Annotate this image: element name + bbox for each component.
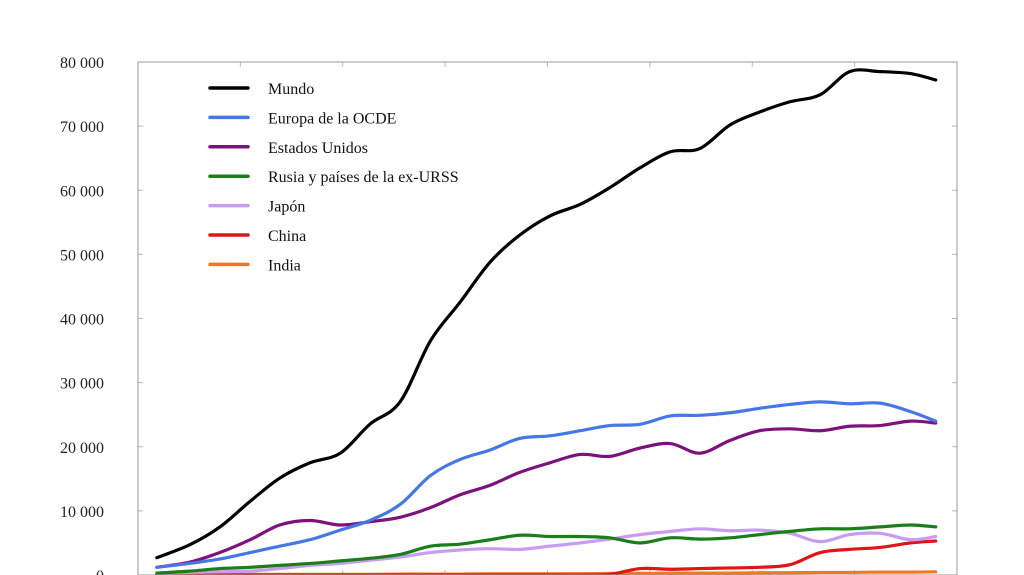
- series-line-estados-unidos: [155, 419, 938, 569]
- y-tick-label: 20 000: [60, 440, 104, 457]
- legend-label: India: [268, 257, 301, 274]
- legend-label: Mundo: [268, 81, 314, 98]
- plot-frame: [137, 61, 958, 575]
- series-line-europa-de-la-ocde: [155, 400, 938, 569]
- y-tick-label: 80 000: [60, 55, 104, 72]
- series-line-china: [155, 539, 938, 575]
- y-tick-label: 70 000: [60, 119, 104, 136]
- y-tick-label: 50 000: [60, 247, 104, 264]
- y-tick-label: 60 000: [60, 183, 104, 200]
- y-tick-label: 10 000: [60, 504, 104, 521]
- series-line-mundo: [155, 68, 938, 560]
- legend-label: Japón: [268, 199, 305, 216]
- legend-label: China: [268, 228, 306, 245]
- legend: Mundo Europa de la OCDE Estados Unidos Rusi…: [208, 81, 459, 274]
- y-tick-label: 30 000: [60, 376, 104, 393]
- series-line-japon: [155, 527, 938, 575]
- y-tick-label: 40 000: [60, 312, 104, 329]
- y-tick-label: 0: [96, 568, 104, 575]
- legend-label: Rusia y países de la ex-URSS: [268, 169, 459, 186]
- legend-label: Europa de la OCDE: [268, 110, 396, 127]
- legend-label: Estados Unidos: [268, 140, 368, 157]
- series-line-rusia-y-paises-de-la-ex-urss: [155, 523, 938, 575]
